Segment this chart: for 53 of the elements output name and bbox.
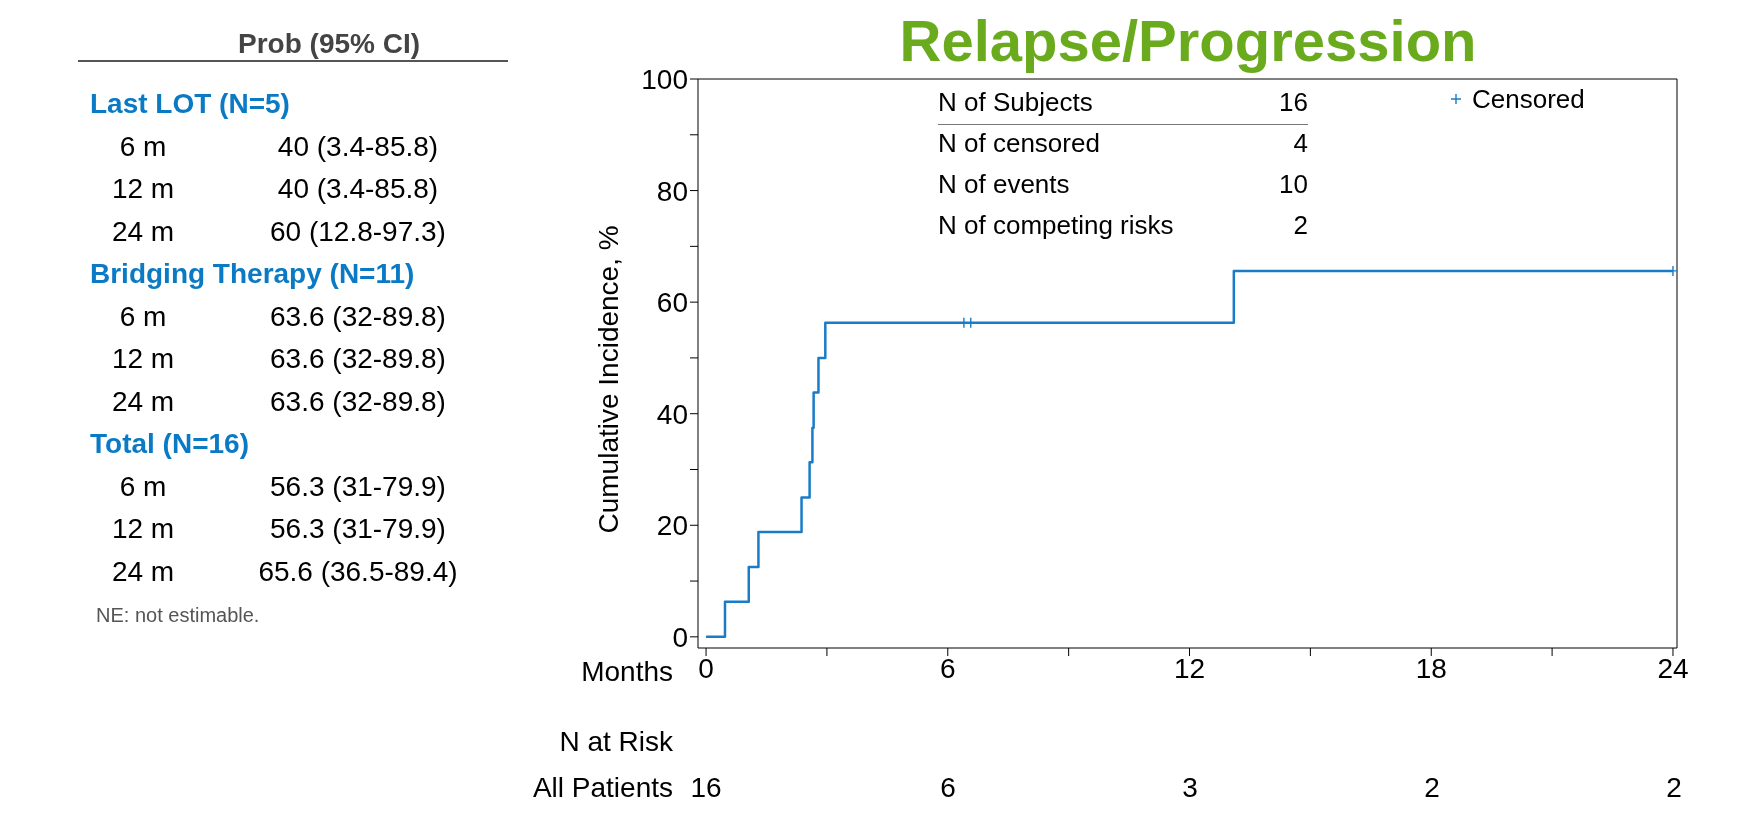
text: 63.6 (32-89.8) — [269, 300, 447, 333]
x-axis-title: Months — [580, 656, 673, 688]
y-axis-title: Cumulative Incidence, % — [592, 225, 624, 534]
y-tick-label: 80 — [656, 175, 688, 207]
text: All Patients — [531, 772, 673, 804]
text: Last LOT (N=5) — [90, 88, 290, 120]
text: 6 m — [118, 300, 168, 333]
text: 24 m — [110, 385, 176, 418]
annotation: N of Subjects — [938, 87, 1093, 118]
annotation: 4 — [1292, 128, 1309, 159]
annotation: N of events — [938, 169, 1070, 200]
x-tick-label: 12 — [1173, 652, 1206, 684]
text: 12 m — [110, 513, 176, 545]
annotation: 10 — [1278, 169, 1309, 200]
x-tick-label: 0 — [698, 652, 714, 684]
annotation: 2 — [1292, 210, 1309, 241]
text: NE: not estimable. — [96, 604, 260, 627]
text: 2 — [1665, 772, 1683, 804]
text: 63.6 (32-89.8) — [269, 385, 447, 418]
text: 65.6 (36.5-89.4) — [257, 555, 459, 588]
chart-title: Relapse/Progression — [898, 8, 1478, 73]
annotation: 16 — [1278, 87, 1309, 118]
text: 12 m — [110, 173, 176, 205]
text: Total (N=16) — [90, 428, 249, 460]
text: 24 m — [110, 555, 176, 588]
y-tick-label: 20 — [656, 510, 688, 542]
text: 6 m — [118, 130, 168, 163]
text: N at Risk — [558, 726, 673, 758]
text: 56.3 (31-79.9) — [269, 470, 447, 503]
y-tick-label: 0 — [672, 621, 688, 653]
x-tick-label: 6 — [940, 652, 956, 684]
x-tick-label: 24 — [1657, 652, 1689, 684]
text: 6 — [939, 772, 957, 804]
legend-label: Censored — [1472, 83, 1585, 115]
text: 2 — [1423, 772, 1441, 804]
text: 6 m — [118, 470, 168, 503]
text: 56.3 (31-79.9) — [269, 513, 447, 545]
text: 12 m — [110, 343, 176, 375]
annotation: N of competing risks — [938, 210, 1174, 241]
text: 3 — [1181, 772, 1199, 804]
text: Prob (95% CI) — [78, 28, 508, 62]
y-tick-label: 60 — [656, 287, 688, 319]
text: 16 — [690, 772, 722, 803]
text: 60 (12.8-97.3) — [269, 215, 447, 248]
text: 40 (3.4-85.8) — [276, 173, 440, 205]
text: 24 m — [110, 215, 176, 248]
y-tick-label: 100 — [641, 63, 688, 95]
x-tick-label: 18 — [1415, 652, 1447, 684]
y-tick-label: 40 — [656, 398, 688, 430]
text: 40 (3.4-85.8) — [276, 130, 440, 163]
text: Bridging Therapy (N=11) — [90, 258, 415, 290]
annotation: N of censored — [938, 128, 1100, 159]
text: 63.6 (32-89.8) — [269, 343, 447, 375]
